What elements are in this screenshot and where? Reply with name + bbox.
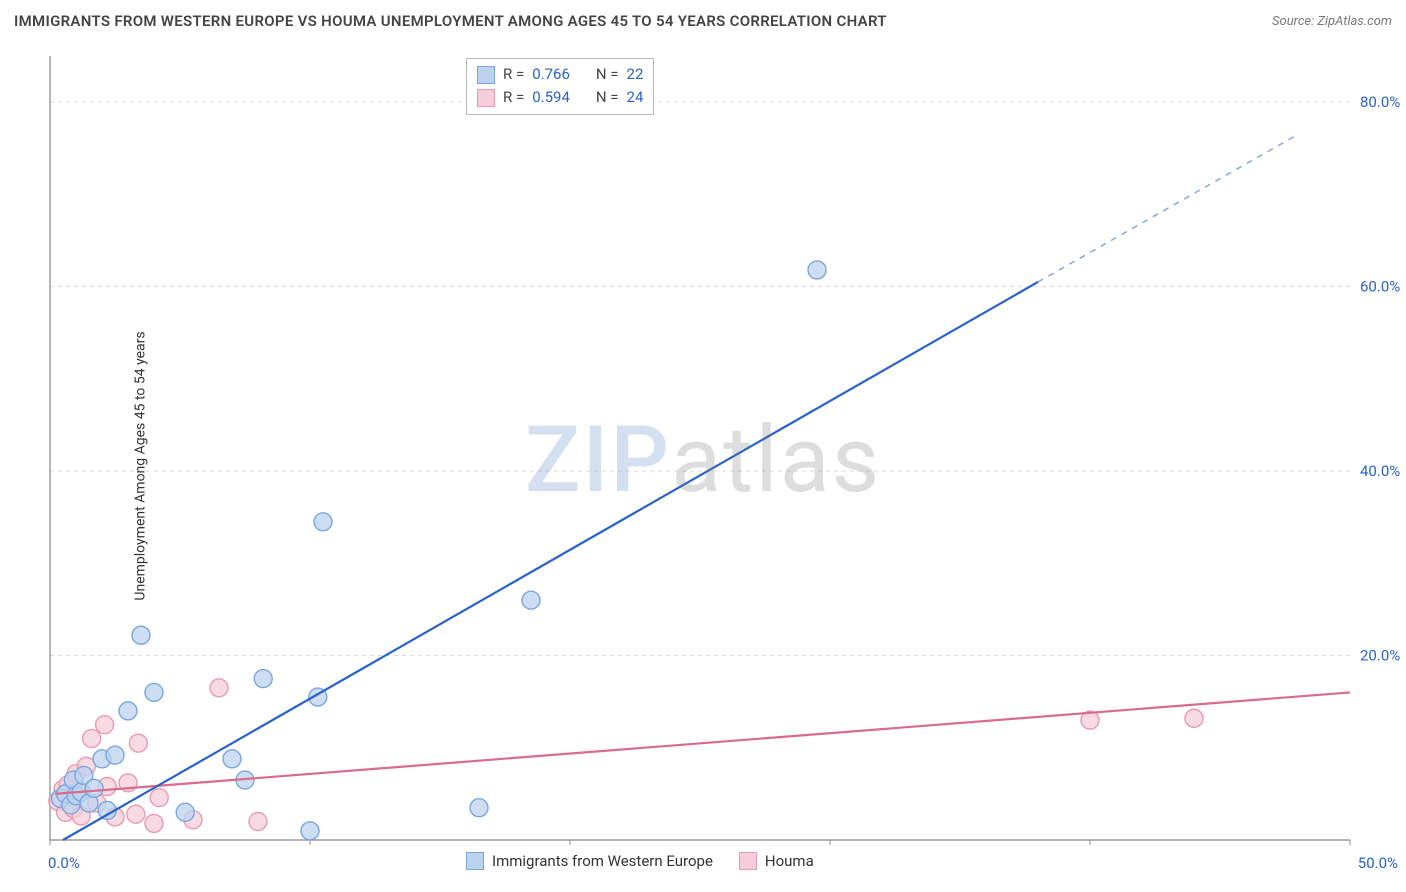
scatter-plot-svg: 20.0% 40.0% 60.0% 80.0% 0.0% 50.0% (0, 40, 1406, 892)
legend-n-value: 22 (627, 63, 644, 86)
legend-r-label: R = (503, 63, 524, 86)
legend-correlation-row: R = 0.766 N = 22 (477, 63, 643, 86)
y-axis-label: Unemployment Among Ages 45 to 54 years (133, 331, 149, 600)
svg-text:50.0%: 50.0% (1358, 854, 1398, 872)
legend-series-label: Houma (765, 852, 814, 870)
legend-n-label: N = (596, 63, 619, 86)
legend-r-label: R = (503, 86, 524, 109)
legend-swatch (739, 852, 757, 870)
svg-text:60.0%: 60.0% (1360, 278, 1400, 296)
legend-series: Immigrants from Western Europe Houma (466, 852, 814, 870)
legend-swatch (477, 89, 495, 107)
legend-swatch (477, 66, 495, 84)
legend-correlation-row: R = 0.594 N = 24 (477, 86, 643, 109)
chart-area: Unemployment Among Ages 45 to 54 years 2… (0, 40, 1406, 892)
legend-series-item: Houma (739, 852, 814, 870)
svg-text:0.0%: 0.0% (48, 854, 80, 872)
svg-text:40.0%: 40.0% (1360, 462, 1400, 480)
svg-text:20.0%: 20.0% (1360, 647, 1400, 665)
legend-swatch (466, 852, 484, 870)
chart-header: IMMIGRANTS FROM WESTERN EUROPE VS HOUMA … (14, 12, 1392, 30)
legend-r-value: 0.594 (532, 86, 570, 109)
legend-series-label: Immigrants from Western Europe (492, 852, 713, 870)
svg-text:80.0%: 80.0% (1360, 93, 1400, 111)
legend-series-item: Immigrants from Western Europe (466, 852, 713, 870)
legend-correlation: R = 0.766 N = 22 R = 0.594 N = 24 (466, 58, 654, 115)
legend-r-value: 0.766 (532, 63, 570, 86)
source-label: Source: ZipAtlas.com (1272, 14, 1392, 29)
legend-n-label: N = (596, 86, 619, 109)
legend-n-value: 24 (627, 86, 644, 109)
chart-title: IMMIGRANTS FROM WESTERN EUROPE VS HOUMA … (14, 12, 887, 30)
